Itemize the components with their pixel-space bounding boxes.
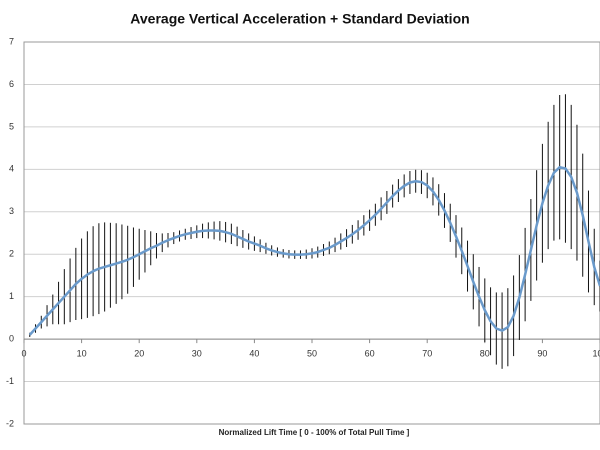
x-tick-label: 90: [537, 348, 547, 358]
y-tick-label: 1: [9, 291, 14, 301]
y-tick-label: 6: [9, 79, 14, 89]
x-tick-label: 30: [192, 348, 202, 358]
x-tick-label: 0: [21, 348, 26, 358]
plot-border: [23, 41, 600, 425]
y-tick-label: -1: [6, 376, 14, 386]
chart-title: Average Vertical Acceleration + Standard…: [130, 11, 469, 27]
y-tick-label: 5: [9, 121, 14, 131]
x-tick-label: 70: [422, 348, 432, 358]
y-tick-label: 2: [9, 249, 14, 259]
x-tick-label: 100: [592, 348, 600, 358]
x-axis-title: Normalized Lift Time [ 0 - 100% of Total…: [219, 428, 410, 437]
x-tick-label: 40: [249, 348, 259, 358]
x-tick-label: 20: [134, 348, 144, 358]
y-tick-label: 4: [9, 164, 14, 174]
y-tick-label: 7: [9, 36, 14, 46]
x-tick-label: 50: [307, 348, 317, 358]
y-tick-label: 0: [9, 333, 14, 343]
mean-line: [28, 165, 600, 336]
x-tick-label: 60: [365, 348, 375, 358]
y-tick-label: -2: [6, 418, 14, 428]
x-tick-label: 10: [77, 348, 87, 358]
y-tick-label: 3: [9, 206, 14, 216]
x-tick-label: 80: [480, 348, 490, 358]
